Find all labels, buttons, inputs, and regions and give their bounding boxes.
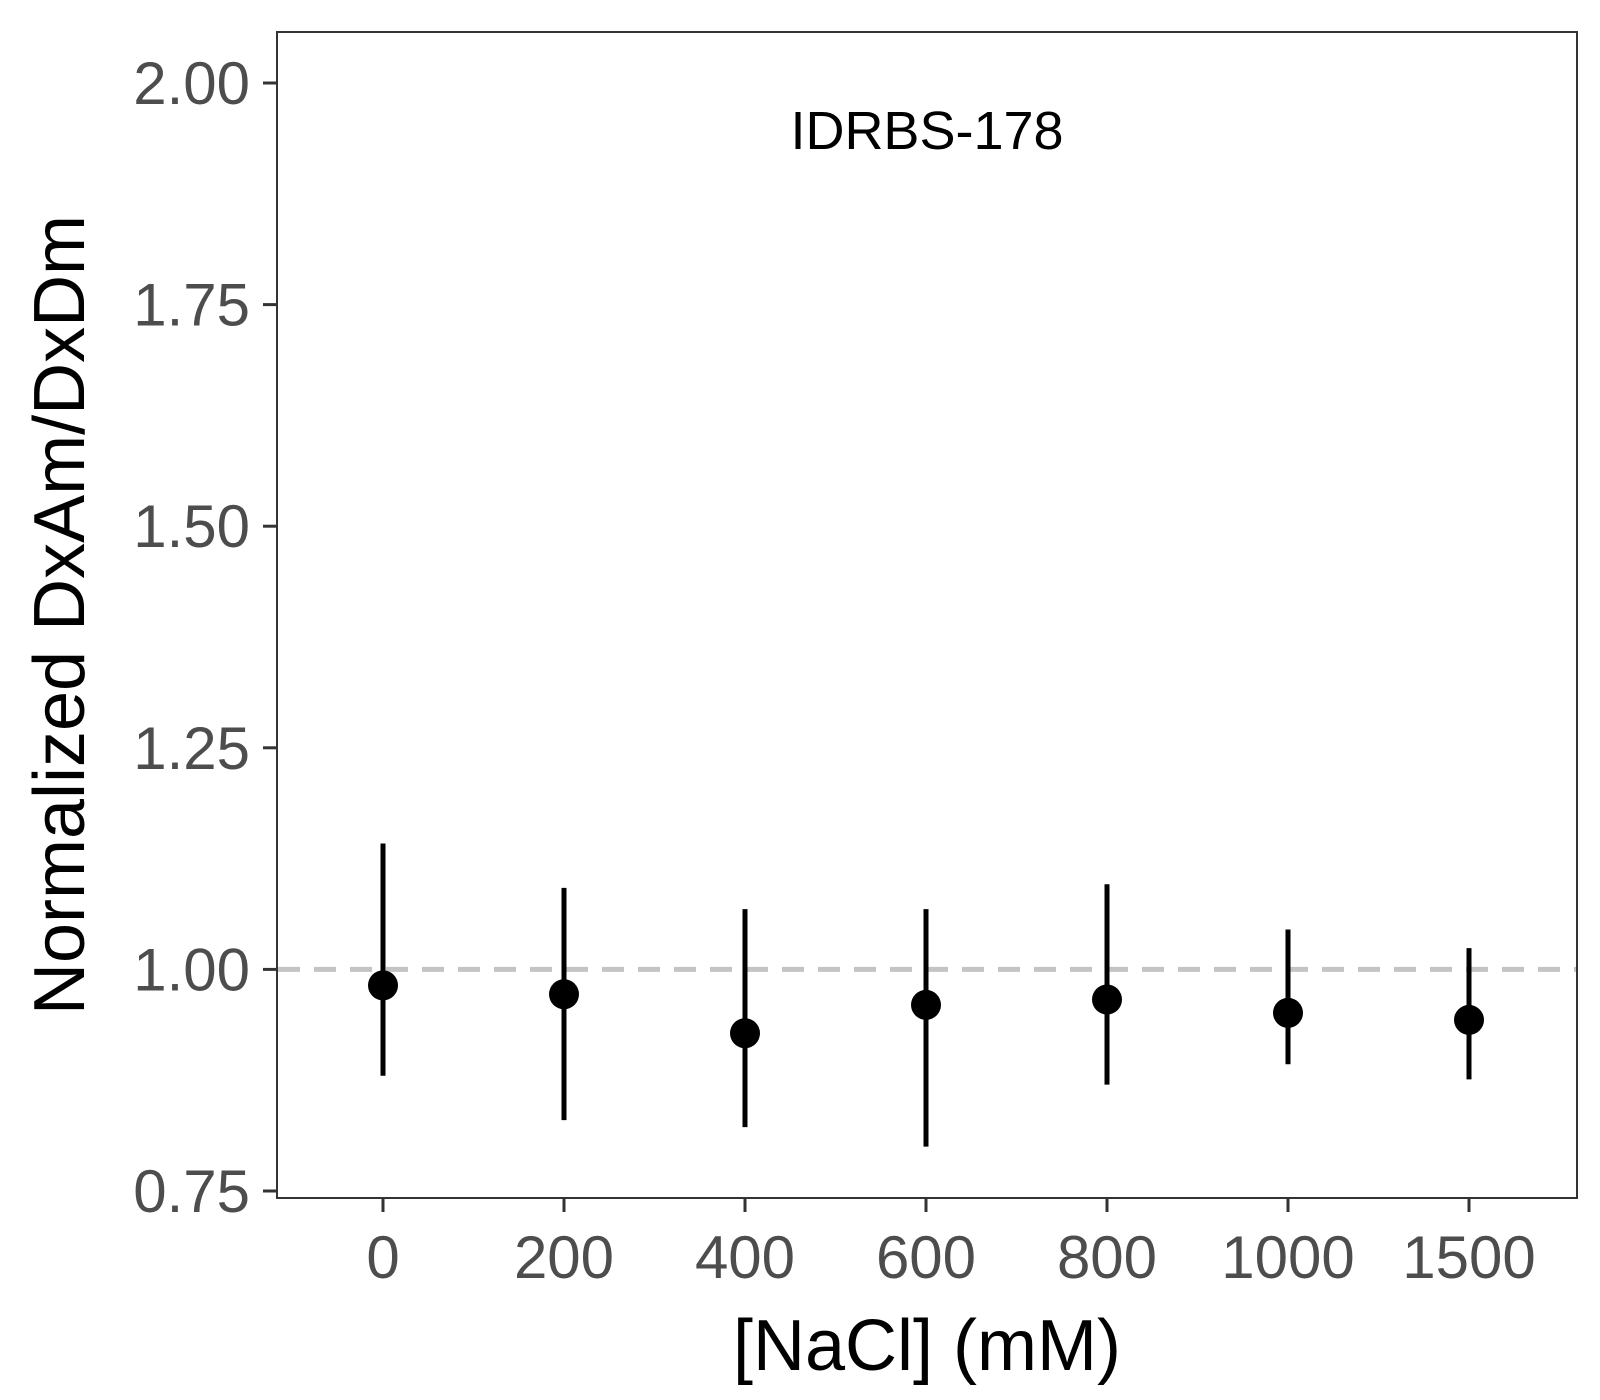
data-point [730,1018,760,1049]
data-layer [368,843,1484,1147]
x-tick-label: 1000 [1221,1224,1354,1291]
x-axis-title: [NaCl] (mM) [733,1306,1121,1386]
y-tick-label: 1.25 [133,715,250,782]
data-point [1273,997,1303,1028]
panel-annotation: IDRBS-178 [790,101,1063,161]
x-tick-label: 400 [695,1224,795,1291]
data-point [368,970,398,1001]
y-axis-title: Normalized DxAm/DxDm [20,215,100,1015]
x-tick-label: 800 [1057,1224,1157,1291]
axis-layer: 0.75 1.00 1.25 1.50 1.75 2.00 0 200 400 600 800 100… [133,50,1536,1291]
data-point [1092,984,1122,1015]
y-tick-label: 1.75 [133,272,250,339]
y-tick-label: 2.00 [133,50,250,117]
data-point [549,979,579,1010]
data-point [1454,1004,1484,1035]
x-tick-label: 600 [876,1224,976,1291]
y-tick-label: 0.75 [133,1158,250,1225]
x-tick-label: 0 [366,1224,399,1291]
data-point [911,989,941,1020]
y-tick-label: 1.00 [133,936,250,1003]
x-tick-label: 200 [514,1224,614,1291]
y-tick-label: 1.50 [133,493,250,560]
x-tick-label: 1500 [1402,1224,1535,1291]
